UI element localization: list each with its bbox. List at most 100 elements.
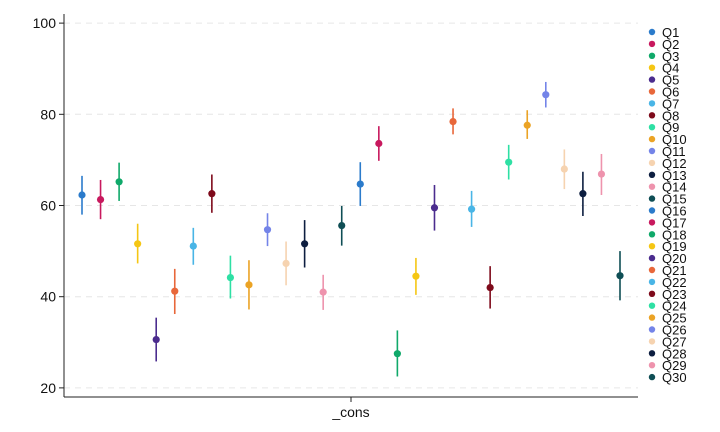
point-q18 [393,330,401,377]
legend-item-q22: Q22 [648,275,687,290]
legend-marker [648,40,656,48]
legend-label: Q20 [662,251,687,266]
legend-item-q7: Q7 [648,96,679,111]
legend: Q1Q2Q3Q4Q5Q6Q7Q8Q9Q10Q11Q12Q13Q14Q15Q16Q… [648,25,687,385]
y-tick-label: 60 [40,198,56,214]
legend-marker [648,243,656,250]
marker-q25 [523,121,531,129]
marker-q8 [208,190,216,198]
x-axis: _cons [64,396,638,420]
legend-marker [648,52,656,59]
legend-label: Q7 [662,96,679,111]
legend-label: Q18 [662,227,687,242]
legend-item-q2: Q2 [648,37,679,52]
legend-label: Q29 [662,358,687,373]
legend-marker [648,76,656,83]
point-q2 [96,179,105,220]
point-q14 [319,274,327,310]
legend-label: Q17 [662,215,687,230]
legend-item-q13: Q13 [648,168,687,183]
legend-item-q3: Q3 [648,49,679,64]
legend-item-q11: Q11 [648,144,686,159]
legend-item-q29: Q29 [648,358,687,373]
marker-q28 [579,190,587,198]
marker-q7 [189,242,197,250]
point-q23 [486,266,494,309]
point-q1 [78,175,86,215]
legend-label: Q3 [662,49,679,64]
legend-item-q4: Q4 [648,61,679,76]
legend-label: Q5 [662,73,679,88]
legend-label: Q11 [662,144,686,159]
legend-marker [648,231,656,238]
y-tick-label: 20 [40,380,56,396]
point-q25 [523,110,531,139]
legend-marker [648,88,656,95]
point-q21 [449,108,457,135]
legend-label: Q26 [662,323,687,338]
legend-marker [648,112,656,119]
legend-item-q10: Q10 [648,132,687,147]
legend-label: Q28 [662,346,687,361]
marker-q18 [393,350,401,358]
marker-q30 [616,272,624,280]
legend-item-q19: Q19 [648,239,687,254]
legend-marker [648,135,656,143]
marker-q14 [319,288,327,296]
point-q9 [226,255,235,299]
legend-marker [648,362,656,369]
legend-item-q5: Q5 [648,73,679,88]
point-q12 [282,241,290,286]
legend-item-q12: Q12 [648,156,687,171]
marker-q10 [245,281,253,289]
marker-q11 [263,226,272,234]
legend-marker [648,207,656,214]
legend-item-q1: Q1 [648,25,679,40]
point-q15 [338,205,346,246]
legend-marker [648,28,656,36]
y-tick-label: 100 [33,15,57,31]
legend-label: Q19 [662,239,687,254]
legend-label: Q21 [662,263,687,278]
legend-label: Q1 [662,25,679,40]
point-q28 [579,171,587,216]
marker-q23 [486,283,494,292]
legend-item-q25: Q25 [648,311,687,326]
marker-q5 [152,335,160,344]
marker-q21 [449,118,457,126]
legend-label: Q22 [662,275,687,290]
legend-item-q20: Q20 [648,251,687,266]
marker-q17 [375,139,383,148]
legend-label: Q30 [662,370,687,385]
legend-item-q6: Q6 [648,85,679,100]
marker-q9 [226,273,235,282]
point-q4 [134,223,142,264]
point-q10 [245,260,253,310]
legend-marker [648,350,656,357]
point-q16 [356,162,364,206]
point-q13 [301,220,309,268]
legend-item-q24: Q24 [648,299,687,314]
legend-item-q21: Q21 [648,263,687,278]
point-q7 [189,227,197,265]
legend-marker [648,302,656,309]
marker-q19 [412,272,420,280]
point-q11 [263,213,272,247]
marker-q12 [282,259,290,268]
legend-label: Q16 [662,204,687,219]
legend-item-q30: Q30 [648,370,687,385]
legend-marker [648,195,656,202]
legend-marker [648,314,656,321]
gridlines [64,22,638,389]
legend-label: Q4 [662,61,679,76]
legend-marker [648,124,656,131]
marker-q16 [356,180,364,188]
legend-item-q28: Q28 [648,346,687,361]
legend-marker [648,278,656,286]
legend-marker [648,373,656,381]
legend-item-q26: Q26 [648,323,687,338]
y-tick-label: 40 [40,289,56,305]
point-q27 [560,149,568,190]
legend-item-q17: Q17 [648,215,687,230]
